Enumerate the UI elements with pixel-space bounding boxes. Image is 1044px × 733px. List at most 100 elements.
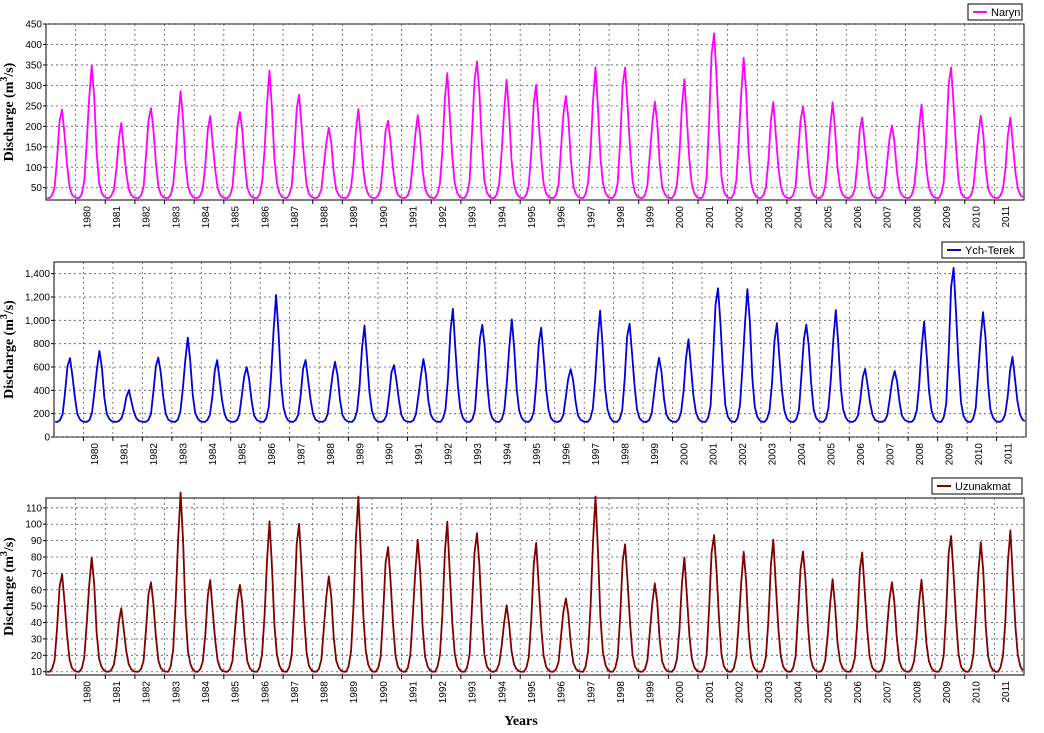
x-tick-label: 1989	[349, 681, 360, 704]
y-axis-label-main: Discharge (m	[2, 556, 17, 636]
y-tick-label: 1,000	[25, 316, 50, 327]
x-tick-label: 1997	[586, 681, 597, 704]
y-axis-label-sup: 3	[0, 77, 10, 82]
x-tick-label: 2001	[705, 681, 716, 704]
y-axis-label-main: Discharge (m	[2, 81, 17, 161]
x-tick-label: 2008	[912, 206, 923, 229]
x-tick-label: 2005	[827, 443, 838, 466]
x-tick-label: 1986	[267, 443, 278, 466]
x-tick-label: 1993	[473, 443, 484, 466]
x-tick-label: 2001	[705, 206, 716, 229]
x-tick-label: 1999	[646, 681, 657, 704]
x-tick-label: 1985	[237, 443, 248, 466]
ych-terek-panel: 0 200 400 600 800 1,000 1,200 1,400 1980 1981 1982…	[0, 241, 1027, 466]
x-tick-label: 1990	[379, 206, 390, 229]
x-tick-label: 2008	[915, 443, 926, 466]
x-tick-label: 2006	[853, 681, 864, 704]
x-tick-label: 2004	[794, 681, 805, 704]
y-tick-label: 300	[25, 81, 42, 92]
y-tick-label: 1,200	[25, 293, 50, 304]
x-tick-label: 1980	[90, 443, 101, 466]
y-axis-label-sup: 3	[0, 551, 10, 556]
y-tick-label: 50	[31, 183, 43, 194]
y-tick-label: 100	[25, 163, 42, 174]
x-tick-label: 2002	[734, 681, 745, 704]
x-tick-label: 2011	[1001, 681, 1012, 703]
x-tick-label: 1992	[438, 681, 449, 704]
x-tick-label: 1990	[385, 443, 396, 466]
x-tick-label: 1983	[171, 681, 182, 704]
x-tick-label: 1999	[650, 443, 661, 466]
y-tick-label: 1,400	[25, 269, 50, 280]
x-tick-label: 1996	[557, 206, 568, 229]
x-tick-label: 1983	[179, 443, 190, 466]
x-tick-label: 1991	[408, 206, 419, 229]
x-tick-label: 1987	[296, 443, 307, 466]
x-tick-label: 2006	[853, 206, 864, 229]
y-tick-label: 450	[25, 20, 42, 31]
y-tick-label: 800	[33, 339, 50, 350]
series-line-naryn	[47, 32, 1024, 199]
x-tick-label: 2002	[734, 206, 745, 229]
x-tick-label: 2003	[764, 206, 775, 229]
x-tick-label: 1988	[320, 206, 331, 229]
y-tick-label: 50	[31, 602, 43, 613]
x-tick-label: 2007	[883, 206, 894, 229]
x-tick-label: 2000	[679, 443, 690, 466]
y-axis-label: Discharge (m3/s)	[0, 62, 17, 161]
x-tick-label: 1992	[444, 443, 455, 466]
x-tick-label: 2006	[856, 443, 867, 466]
x-tick-label: 1996	[557, 681, 568, 704]
x-tick-label: 1987	[290, 681, 301, 704]
x-tick-label: 2011	[1003, 443, 1014, 465]
x-tick-label: 2011	[1001, 206, 1012, 228]
x-tick-label: 1996	[561, 443, 572, 466]
y-tick-label: 40	[31, 618, 43, 629]
x-tick-label: 1993	[468, 681, 479, 704]
series-line-uzunakmat	[47, 491, 1024, 673]
x-tick-label: 1997	[591, 443, 602, 466]
x-tick-label: 1981	[112, 681, 123, 704]
x-tick-label: 2010	[972, 206, 983, 229]
x-tick-label: 1983	[171, 206, 182, 229]
x-tick-label: 2001	[709, 443, 720, 466]
y-axis-label-tail: /s)	[2, 300, 17, 315]
x-tick-label: 2010	[972, 681, 983, 704]
x-tick-label: 1994	[497, 681, 508, 704]
y-axis-label: Discharge (m3/s)	[0, 300, 17, 399]
x-tick-label: 1989	[355, 443, 366, 466]
x-tick-label: 1985	[231, 681, 242, 704]
legend-box	[967, 3, 1023, 21]
x-tick-label: 1994	[497, 206, 508, 229]
y-axis-label-main: Discharge (m	[2, 319, 17, 399]
x-tick-label: 1981	[120, 443, 131, 466]
legend-label: Naryn	[991, 7, 1020, 19]
y-axis-label-tail: /s)	[2, 62, 17, 77]
y-tick-label: 600	[33, 363, 50, 374]
y-tick-label: 90	[31, 536, 43, 547]
x-tick-label: 1984	[201, 206, 212, 229]
y-tick-label: 30	[31, 634, 43, 645]
x-tick-label: 2007	[883, 681, 894, 704]
y-tick-label: 70	[31, 569, 43, 580]
plot-area	[45, 23, 1025, 201]
x-tick-label: 1981	[112, 206, 123, 229]
x-tick-label: 2005	[823, 206, 834, 229]
y-axis-label-tail: /s)	[2, 537, 17, 552]
x-tick-label: 1982	[149, 443, 160, 466]
x-tick-label: 1998	[616, 206, 627, 229]
y-tick-label: 150	[25, 142, 42, 153]
x-tick-label: 1998	[616, 681, 627, 704]
y-tick-label: 250	[25, 101, 42, 112]
y-tick-label: 100	[25, 520, 42, 531]
x-tick-label: 1991	[408, 681, 419, 704]
plot-area	[53, 261, 1027, 438]
legend-box	[941, 241, 1025, 259]
x-tick-label: 1988	[326, 443, 337, 466]
x-tick-label: 2009	[942, 206, 953, 229]
y-tick-label: 400	[33, 386, 50, 397]
y-axis-label-sup: 3	[0, 314, 10, 319]
x-tick-label: 2003	[764, 681, 775, 704]
x-tick-label: 1997	[586, 206, 597, 229]
